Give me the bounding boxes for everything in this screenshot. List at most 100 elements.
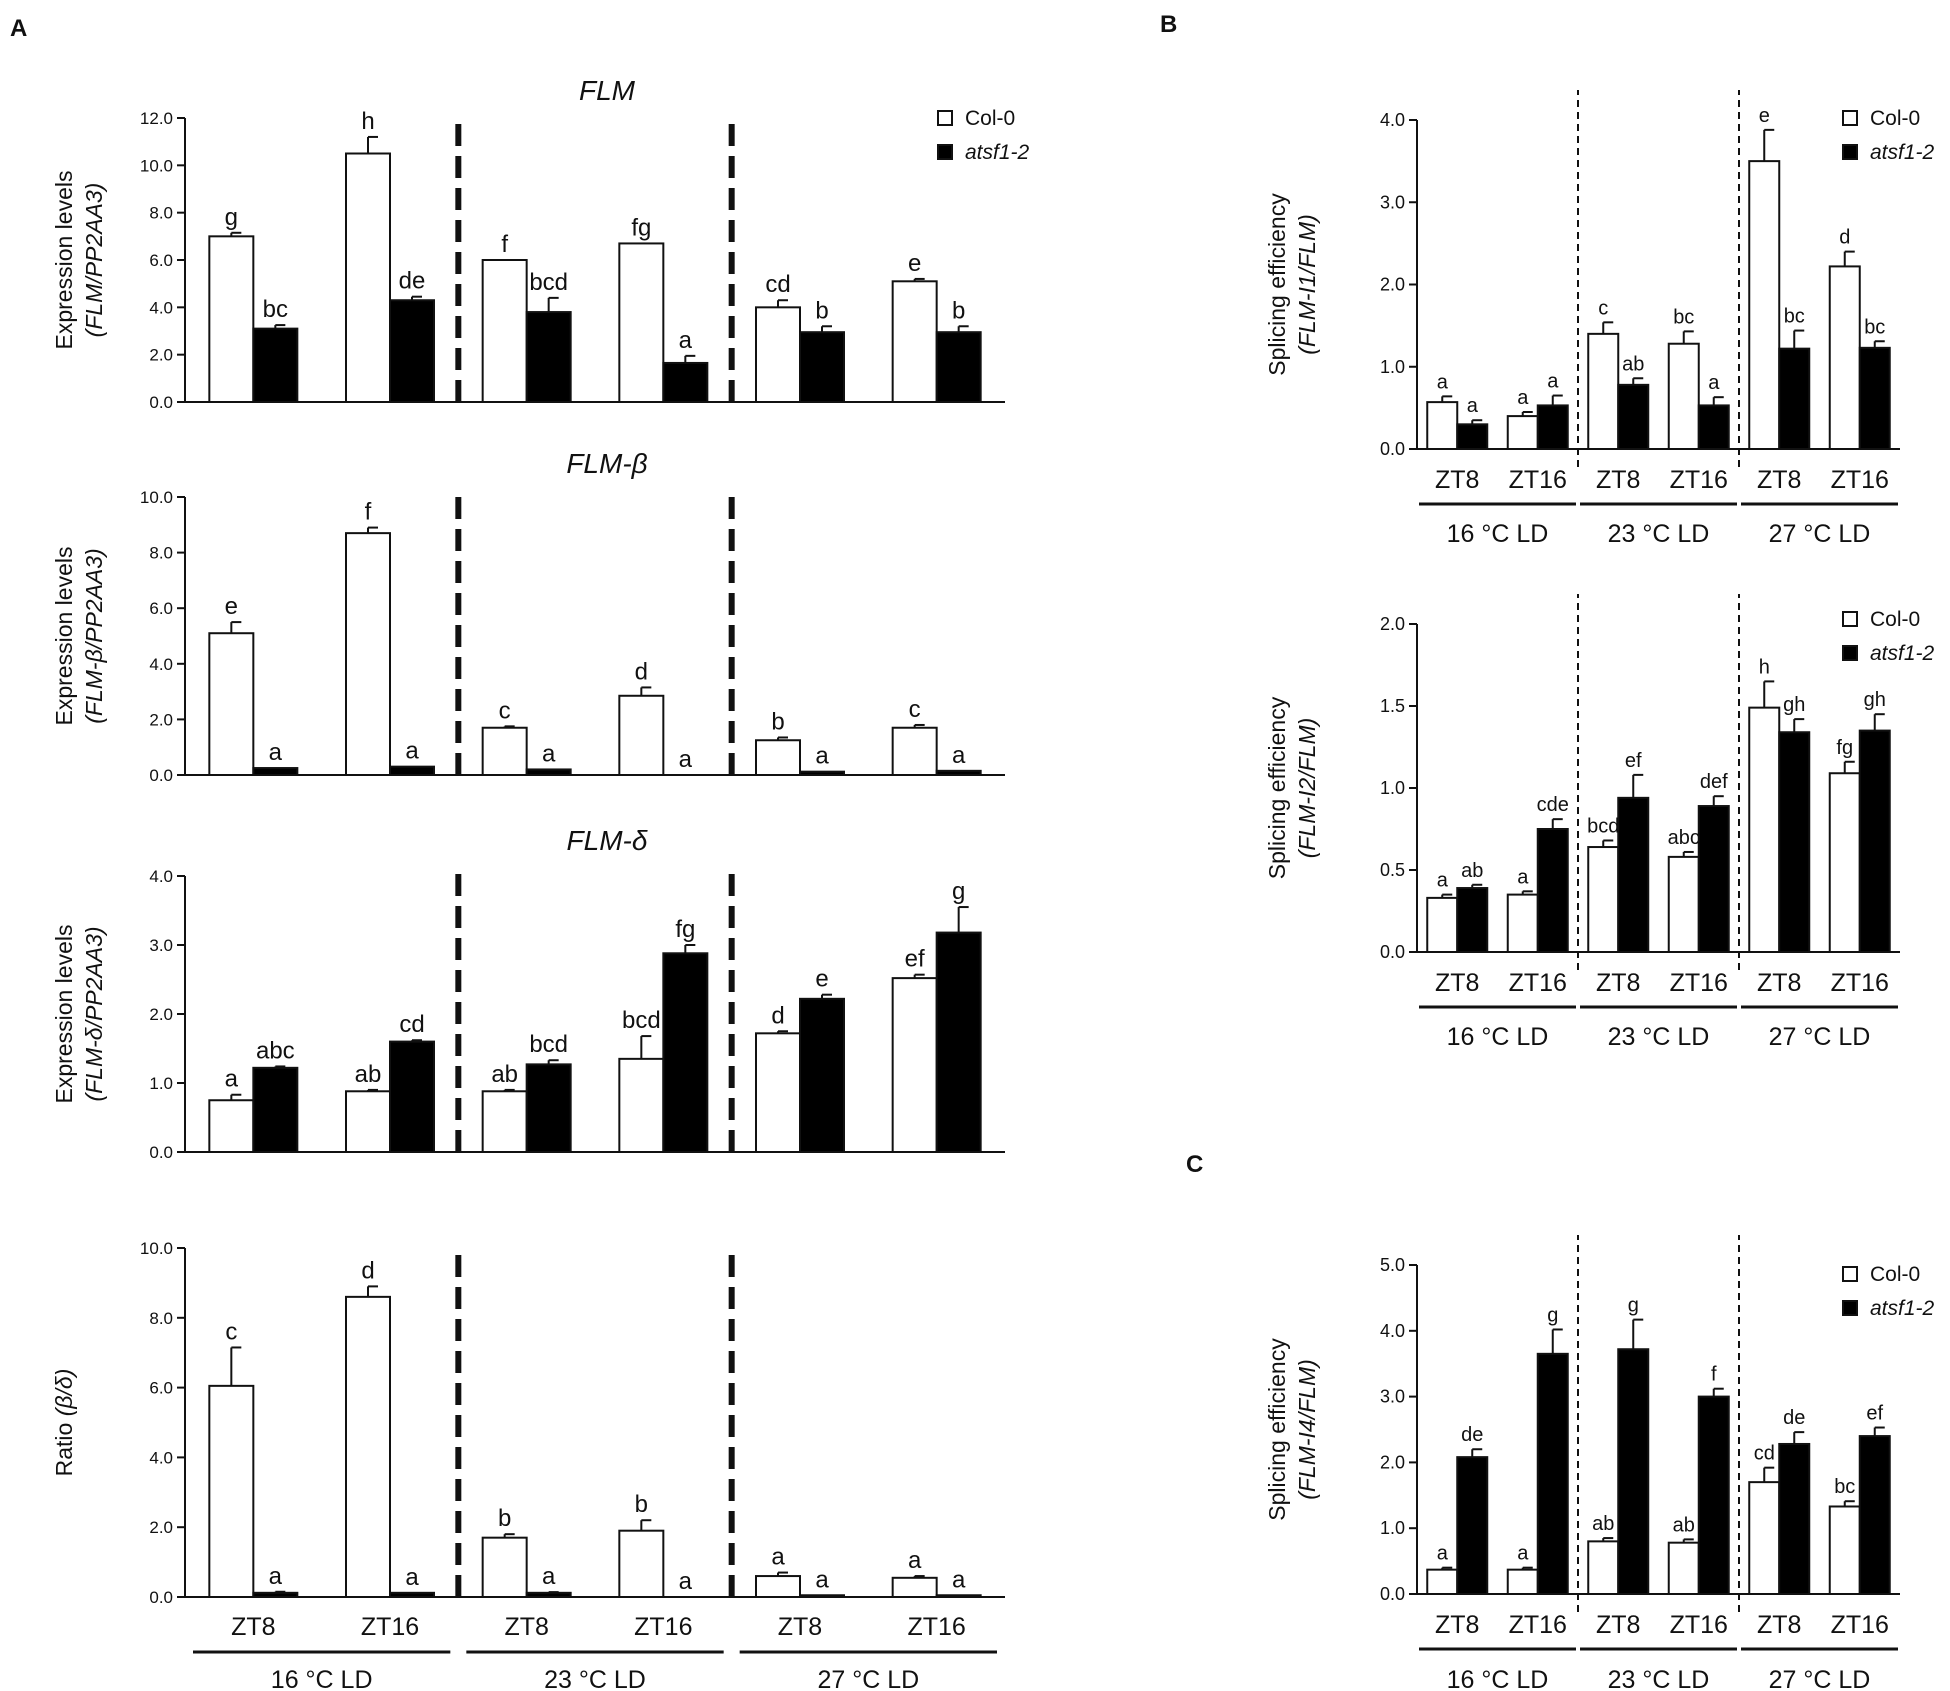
x-tick-label: ZT16 [1670, 969, 1728, 997]
significance-label: d [635, 658, 648, 685]
significance-label: a [1517, 1543, 1529, 1565]
bar-atsf1-2 [252, 1066, 299, 1153]
legend-swatch-col0 [937, 110, 953, 126]
bar-atsf1-2 [389, 1040, 435, 1153]
significance-label: a [1708, 372, 1720, 394]
bar-col0 [1748, 1481, 1781, 1596]
y-tick-label: 8.0 [149, 544, 173, 563]
bar-col0 [1587, 846, 1620, 953]
bar-col0 [208, 235, 255, 403]
condition-label: 16 °C LD [1447, 1666, 1549, 1691]
legend-label-atsf1-2: atsf1-2 [1870, 642, 1935, 665]
y-tick-label: 1.0 [1380, 357, 1405, 377]
bar-col0 [1426, 896, 1459, 954]
significance-label: a [952, 1566, 966, 1593]
significance-label: a [679, 327, 693, 354]
significance-label: a [1517, 387, 1529, 409]
x-tick-label: ZT8 [1435, 1611, 1479, 1639]
y-tick-label: 2.0 [1380, 1452, 1405, 1472]
significance-label: a [542, 1563, 556, 1590]
y-tick-label: 1.5 [1380, 696, 1405, 716]
significance-label: e [1759, 105, 1770, 127]
x-tick-label: ZT16 [1831, 1611, 1889, 1639]
bar-atsf1-2 [252, 767, 299, 776]
bar-col0 [618, 1057, 665, 1153]
y-tick-label: 2.0 [149, 1518, 173, 1537]
x-tick-label: ZT8 [1596, 466, 1640, 494]
bar-atsf1-2 [1617, 1348, 1650, 1595]
bar-atsf1-2 [1617, 383, 1650, 450]
condition-label: 23 °C LD [1608, 520, 1710, 548]
bar-col0 [891, 977, 938, 1153]
significance-label: a [679, 746, 693, 773]
significance-label: ab [355, 1061, 382, 1088]
significance-label: a [405, 738, 419, 765]
y-axis-label-main: Expression levels [51, 925, 77, 1104]
x-tick-label: ZT8 [1435, 969, 1479, 997]
significance-label: a [269, 739, 283, 766]
significance-label: de [1783, 1407, 1805, 1429]
bar-atsf1-2 [662, 361, 709, 404]
bar-col0 [1748, 160, 1781, 450]
x-tick-label: ZT16 [1670, 466, 1728, 494]
significance-label: f [501, 231, 508, 258]
legend-label-atsf1-2: atsf1-2 [1870, 1297, 1935, 1320]
bar-atsf1-2 [1617, 796, 1650, 954]
bar-col0 [345, 1295, 391, 1598]
y-tick-label: 4.0 [1380, 1321, 1405, 1341]
y-tick-label: 4.0 [149, 655, 173, 674]
significance-label: a [1517, 866, 1529, 888]
significance-label: fg [1836, 737, 1853, 759]
y-tick-label: 1.0 [149, 1074, 173, 1093]
bar-atsf1-2 [1778, 1442, 1811, 1595]
bar-atsf1-2 [1536, 828, 1569, 953]
bar-atsf1-2 [525, 1591, 572, 1599]
y-tick-label: 3.0 [149, 936, 173, 955]
bar-col0 [208, 1099, 255, 1153]
y-axis-label: Expression levels (FLM/PP2AA3) [51, 171, 107, 350]
y-tick-label: 10.0 [140, 1239, 173, 1258]
significance-label: bc [1673, 306, 1694, 328]
bar-atsf1-2 [1858, 729, 1891, 953]
bar-atsf1-2 [525, 768, 572, 777]
chart-title: FLM-δ [567, 825, 648, 856]
bar-atsf1-2 [799, 770, 845, 777]
bar-col0 [1828, 1505, 1861, 1595]
y-tick-label: 2.0 [149, 1005, 173, 1024]
bar-col0 [1426, 401, 1459, 450]
x-tick-label: ZT8 [1757, 466, 1801, 494]
significance-label: b [815, 297, 828, 324]
y-tick-label: 8.0 [149, 204, 173, 223]
y-axis-label-sub: (FLM-I2/FLM) [1294, 718, 1320, 859]
bar-atsf1-2 [935, 769, 982, 777]
chart-a3: FLM-δ 0.0 1.0 2.0 3.0 4.0 Expression levels (FL… [51, 825, 1005, 1162]
chart-a1: FLM 0.0 2.0 4.0 6.0 8.0 10.0 12.0 Expression lev… [51, 75, 1030, 412]
significance-label: a [1437, 1543, 1449, 1565]
y-tick-label: 3.0 [1380, 1387, 1405, 1407]
bar-col0 [891, 726, 938, 776]
significance-label: a [225, 1066, 239, 1093]
significance-label: a [542, 740, 556, 767]
x-tick-label: ZT8 [231, 1613, 275, 1641]
significance-label: cd [399, 1011, 424, 1038]
x-tick-label: ZT8 [1435, 466, 1479, 494]
bar-col0 [481, 1536, 528, 1599]
panel-label-b: B [1160, 11, 1177, 38]
condition-label: 16 °C LD [271, 1666, 373, 1691]
bar-col0 [345, 1090, 391, 1154]
x-tick-label: ZT16 [1831, 466, 1889, 494]
bar-atsf1-2 [799, 997, 845, 1153]
y-axis-label: Splicing efficiency (FLM-I2/FLM) [1264, 696, 1320, 879]
y-tick-label: 10.0 [140, 156, 173, 175]
bar-col0 [755, 306, 801, 404]
significance-label: cd [1754, 1443, 1775, 1465]
bar-col0 [1587, 332, 1620, 451]
bar-col0 [1667, 342, 1700, 450]
x-tick-label: ZT8 [1596, 1611, 1640, 1639]
bar-col0 [755, 1032, 801, 1153]
y-tick-label: 4.0 [1380, 110, 1405, 130]
chart-b2: 0.0 0.5 1.0 1.5 2.0 Splicing efficiency (FLM-I… [1264, 594, 1935, 1051]
bar-col0 [345, 532, 391, 777]
y-axis-label-sub: (FLM-β/PP2AA3) [81, 548, 107, 723]
